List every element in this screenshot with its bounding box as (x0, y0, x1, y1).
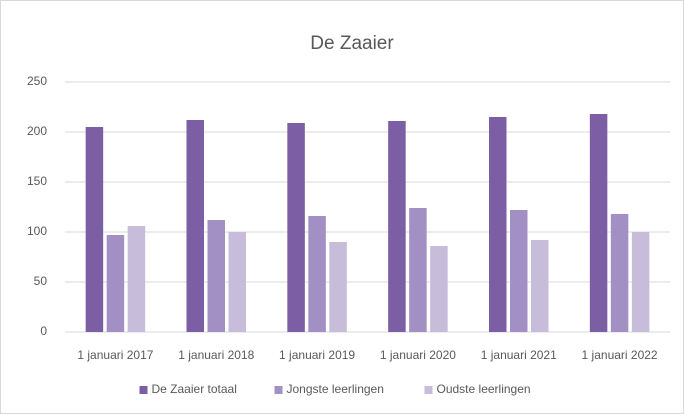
y-tick-label: 100 (27, 224, 47, 238)
bar (106, 235, 125, 332)
legend-swatch (274, 386, 283, 394)
legend-label: De Zaaier totaal (152, 382, 237, 396)
x-tick-label: 1 januari 2019 (279, 348, 355, 362)
bar (85, 127, 104, 332)
legend-swatch (139, 386, 148, 394)
legend-swatch (424, 386, 433, 394)
bar (531, 240, 549, 332)
x-tick-label: 1 januari 2021 (481, 348, 557, 362)
legend-label: Oudste leerlingen (437, 382, 531, 396)
bar (430, 246, 448, 332)
bar (228, 232, 246, 332)
bar (287, 123, 305, 332)
bar (388, 121, 406, 332)
bar (589, 114, 608, 332)
y-tick-label: 250 (27, 74, 47, 88)
y-tick-label: 50 (34, 274, 48, 288)
x-tick-label: 1 januari 2020 (380, 348, 456, 362)
bar (329, 242, 347, 332)
bar (127, 226, 146, 332)
bar (186, 120, 204, 332)
x-tick-label: 1 januari 2022 (582, 348, 658, 362)
x-tick-label: 1 januari 2017 (77, 348, 153, 362)
y-tick-label: 150 (27, 174, 47, 188)
legend-label: Jongste leerlingen (287, 382, 384, 396)
bar (610, 214, 629, 332)
bar (510, 210, 528, 332)
chart-title: De Zaaier (310, 33, 394, 54)
bar (207, 220, 225, 332)
y-tick-label: 200 (27, 124, 47, 138)
bar (631, 232, 650, 332)
bar (409, 208, 427, 332)
bar (489, 117, 507, 332)
y-tick-label: 0 (40, 324, 47, 338)
bar (308, 216, 326, 332)
x-tick-label: 1 januari 2018 (178, 348, 254, 362)
